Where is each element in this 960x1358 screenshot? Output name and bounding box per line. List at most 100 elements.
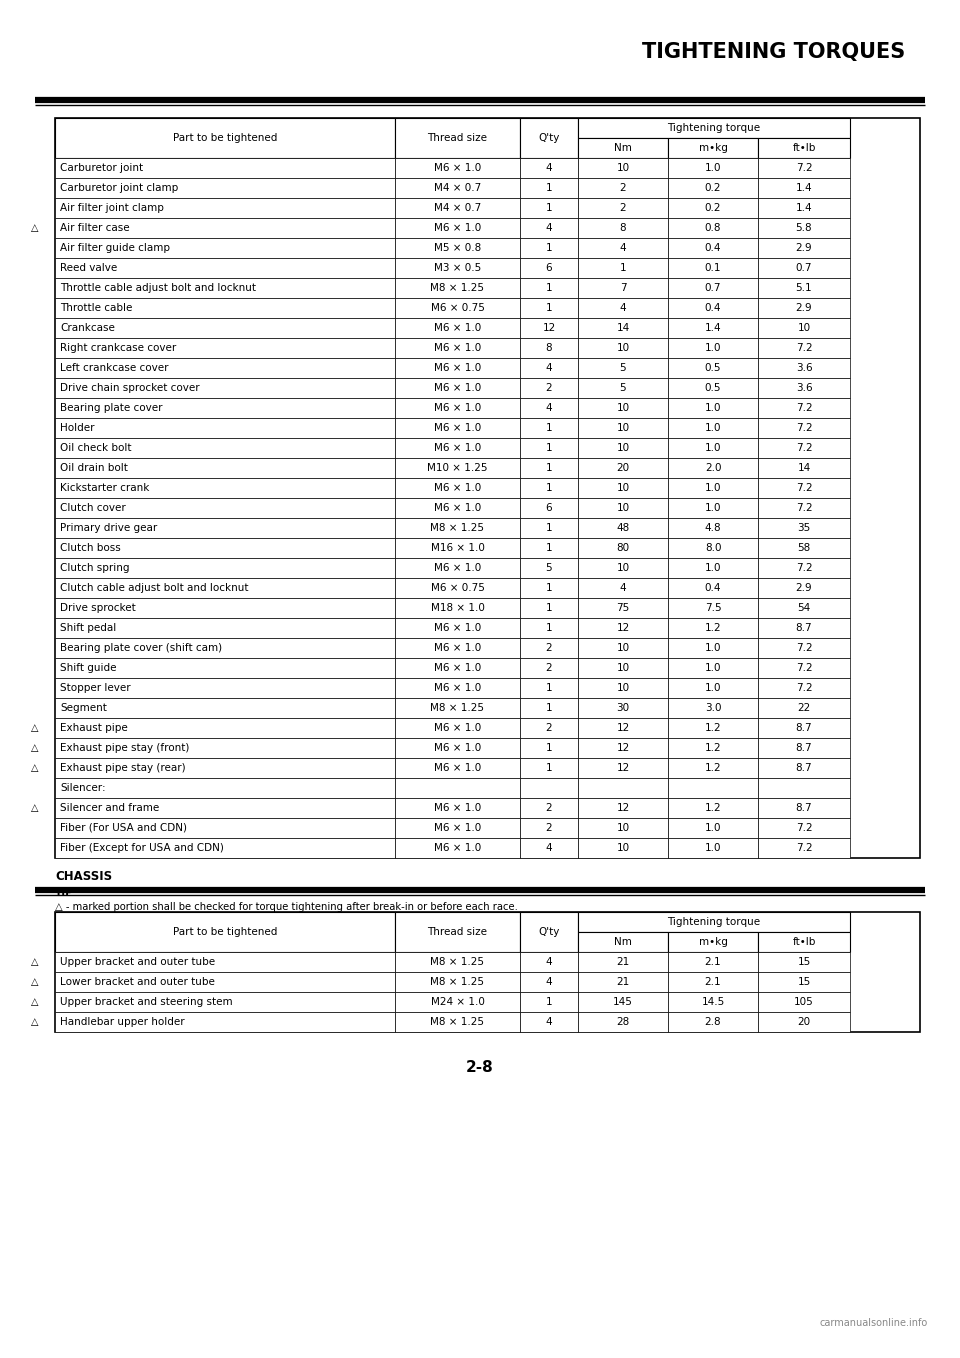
Bar	[758, 278, 850, 297]
Bar	[520, 378, 578, 398]
Text: 5.8: 5.8	[796, 223, 812, 234]
Text: M6 × 1.0: M6 × 1.0	[434, 422, 481, 433]
Bar	[55, 378, 395, 398]
Text: 6: 6	[545, 263, 552, 273]
Text: 1: 1	[545, 183, 552, 193]
Bar	[520, 579, 578, 598]
Text: 1.0: 1.0	[705, 422, 721, 433]
Text: M6 × 1.0: M6 × 1.0	[434, 564, 481, 573]
Text: 1: 1	[545, 523, 552, 532]
Bar	[578, 378, 668, 398]
Bar	[668, 932, 758, 952]
Bar	[395, 458, 520, 478]
Text: 8.7: 8.7	[796, 743, 812, 752]
Bar	[55, 178, 395, 198]
Bar	[758, 318, 850, 338]
Text: 2.1: 2.1	[705, 957, 721, 967]
Text: △: △	[32, 743, 38, 752]
Text: 1.0: 1.0	[705, 403, 721, 413]
Text: 8.0: 8.0	[705, 543, 721, 553]
Bar	[395, 297, 520, 318]
Bar	[758, 238, 850, 258]
Text: M6 × 0.75: M6 × 0.75	[431, 303, 485, 312]
Text: 6: 6	[545, 502, 552, 513]
Bar	[578, 359, 668, 378]
Bar	[520, 398, 578, 418]
Bar	[758, 758, 850, 778]
Bar	[55, 737, 395, 758]
Text: △ - marked portion shall be checked for torque tightening after break-in or befo: △ - marked portion shall be checked for …	[55, 902, 517, 913]
Text: 12: 12	[542, 323, 556, 333]
Text: 1: 1	[545, 703, 552, 713]
Text: Drive chain sprocket cover: Drive chain sprocket cover	[60, 383, 200, 392]
Text: 1.2: 1.2	[705, 803, 721, 813]
Text: 1.0: 1.0	[705, 163, 721, 172]
Text: M6 × 0.75: M6 × 0.75	[431, 583, 485, 593]
Bar	[55, 258, 395, 278]
Bar	[395, 838, 520, 858]
Text: M4 × 0.7: M4 × 0.7	[434, 183, 481, 193]
Bar	[55, 579, 395, 598]
Text: 3.6: 3.6	[796, 383, 812, 392]
Bar	[578, 478, 668, 498]
Bar	[55, 799, 395, 818]
Bar	[668, 359, 758, 378]
Text: 35: 35	[798, 523, 810, 532]
Bar	[55, 238, 395, 258]
Text: Thread size: Thread size	[427, 928, 488, 937]
Bar	[520, 178, 578, 198]
Text: M6 × 1.0: M6 × 1.0	[434, 323, 481, 333]
Bar	[55, 158, 395, 178]
Bar	[55, 318, 395, 338]
Text: M6 × 1.0: M6 × 1.0	[434, 403, 481, 413]
Text: 10: 10	[616, 502, 630, 513]
Bar	[758, 439, 850, 458]
Bar	[395, 278, 520, 297]
Text: 28: 28	[616, 1017, 630, 1027]
Bar	[578, 618, 668, 638]
Text: 2: 2	[545, 383, 552, 392]
Bar	[395, 818, 520, 838]
Bar	[758, 838, 850, 858]
Text: Air filter case: Air filter case	[60, 223, 130, 234]
Text: Right crankcase cover: Right crankcase cover	[60, 344, 177, 353]
Bar	[55, 698, 395, 718]
Text: Air filter guide clamp: Air filter guide clamp	[60, 243, 170, 253]
Text: Reed valve: Reed valve	[60, 263, 117, 273]
Bar	[668, 158, 758, 178]
Text: ft•lb: ft•lb	[792, 937, 816, 947]
Bar	[55, 118, 395, 158]
Bar	[668, 838, 758, 858]
Bar	[395, 678, 520, 698]
Text: Upper bracket and outer tube: Upper bracket and outer tube	[60, 957, 215, 967]
Text: Q'ty: Q'ty	[539, 928, 560, 937]
Text: 12: 12	[616, 803, 630, 813]
Text: 1: 1	[545, 463, 552, 473]
Text: 10: 10	[798, 323, 810, 333]
Text: Exhaust pipe stay (front): Exhaust pipe stay (front)	[60, 743, 189, 752]
Text: 14: 14	[798, 463, 810, 473]
Bar	[395, 799, 520, 818]
Bar	[55, 598, 395, 618]
Bar	[520, 991, 578, 1012]
Bar	[55, 991, 395, 1012]
Text: 8: 8	[620, 223, 626, 234]
Text: 15: 15	[798, 957, 810, 967]
Bar	[520, 338, 578, 359]
Text: 20: 20	[798, 1017, 810, 1027]
Bar	[578, 258, 668, 278]
Text: 0.2: 0.2	[705, 202, 721, 213]
Text: 1.4: 1.4	[796, 183, 812, 193]
Bar	[55, 618, 395, 638]
Text: Fiber (For USA and CDN): Fiber (For USA and CDN)	[60, 823, 187, 832]
Text: Tightening torque: Tightening torque	[667, 917, 760, 928]
Bar	[668, 991, 758, 1012]
Bar	[55, 758, 395, 778]
Text: M6 × 1.0: M6 × 1.0	[434, 663, 481, 674]
Text: Shift pedal: Shift pedal	[60, 623, 116, 633]
Bar	[758, 618, 850, 638]
Bar	[578, 517, 668, 538]
Bar	[578, 418, 668, 439]
Bar	[55, 118, 920, 858]
Bar	[668, 297, 758, 318]
